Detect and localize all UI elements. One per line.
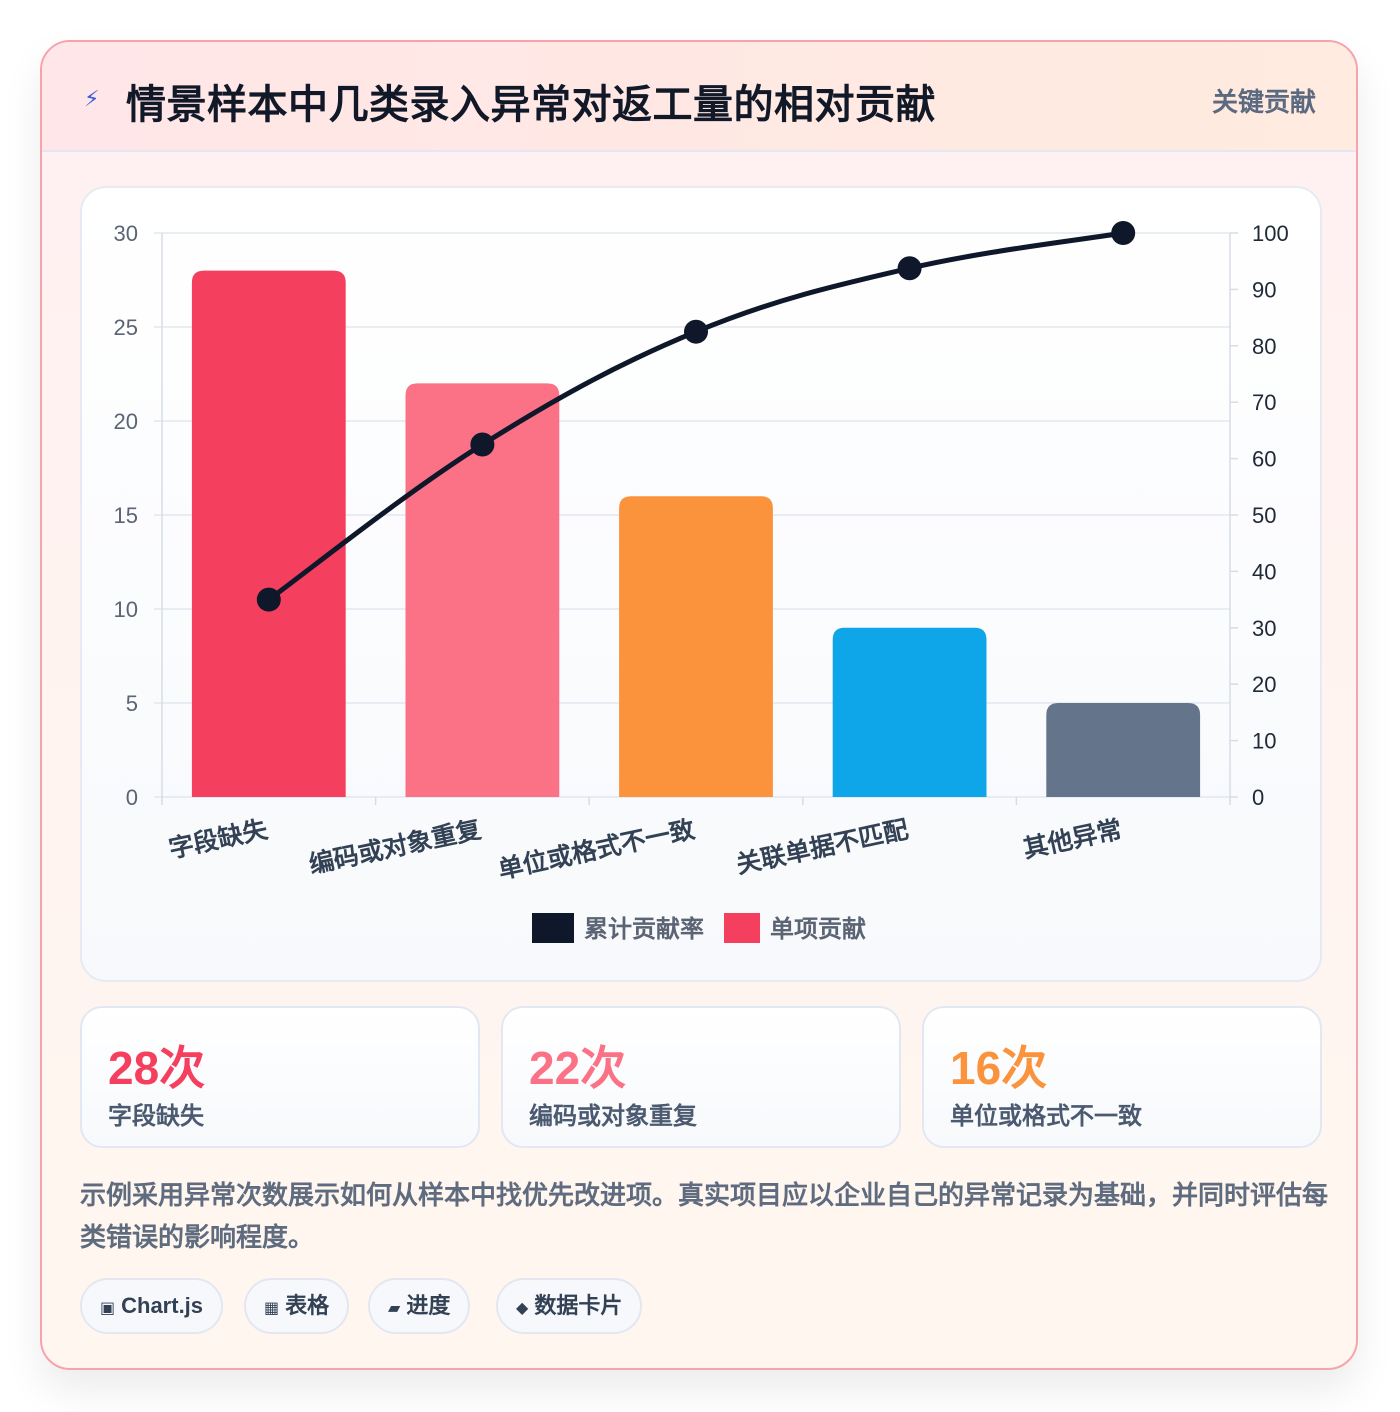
chip-label: Chart.js — [121, 1293, 204, 1318]
legend-swatch — [724, 913, 760, 943]
stat-label: 编码或对象重复 — [529, 1103, 697, 1130]
stat-card: 28次 字段缺失 — [80, 1006, 480, 1148]
header-tag: 关键贡献 — [1211, 87, 1316, 117]
bar — [619, 496, 773, 797]
cumulative-point — [1111, 221, 1136, 245]
y-tick-label: 20 — [114, 409, 138, 434]
bar — [191, 270, 346, 798]
y2-tick-label: 30 — [1252, 616, 1276, 641]
page-title: 情景样本中几类录入异常对返工量的相对贡献 — [126, 83, 936, 127]
progress-icon: ▰ — [388, 1300, 401, 1317]
card-header: ⚡ 情景样本中几类录入异常对返工量的相对贡献 关键贡献 — [42, 42, 1356, 152]
table-icon: ▦ — [264, 1300, 280, 1317]
y2-tick-label: 40 — [1252, 559, 1276, 584]
stat-value: 16次 — [950, 1042, 1048, 1094]
bar — [832, 627, 987, 797]
y2-tick-label: 70 — [1252, 390, 1276, 415]
stat-value: 28次 — [108, 1042, 206, 1094]
chip-label: 进度 — [406, 1293, 451, 1318]
bar — [405, 383, 560, 797]
lightning-icon: ⚡ — [84, 86, 100, 111]
cumulative-point — [256, 587, 281, 612]
legend-swatch — [532, 913, 574, 943]
chart-card: ⚡ 情景样本中几类录入异常对返工量的相对贡献 关键贡献 0 5 10 15 20 25 30… — [40, 40, 1358, 1370]
diamond-icon: ◆ — [516, 1300, 529, 1317]
stat-label: 字段缺失 — [108, 1103, 204, 1130]
y-tick-label: 30 — [114, 221, 138, 246]
y-tick-label: 0 — [126, 785, 138, 810]
cumulative-point — [897, 256, 922, 281]
chip-data-card[interactable]: ◆ 数据卡片 — [496, 1278, 643, 1334]
stat-label: 单位或格式不一致 — [950, 1103, 1142, 1130]
chip-label: 数据卡片 — [534, 1293, 623, 1318]
x-tick-label: 关联单据不匹配 — [734, 815, 911, 879]
stat-card: 22次 编码或对象重复 — [501, 1006, 901, 1148]
y2-tick-label: 20 — [1252, 672, 1276, 697]
y2-tick-label: 90 — [1252, 277, 1276, 302]
y2-tick-label: 100 — [1252, 221, 1289, 246]
description-text: 示例采用异常次数展示如何从样本中找优先改进项。真实项目应以企业自己的异常记录为基… — [80, 1180, 1329, 1252]
chip-progress[interactable]: ▰ 进度 — [368, 1278, 471, 1334]
y-tick-label: 15 — [114, 503, 138, 528]
chip-table[interactable]: ▦ 表格 — [244, 1278, 350, 1334]
stat-value: 22次 — [529, 1042, 627, 1094]
bar — [1046, 703, 1201, 797]
x-tick-label: 字段缺失 — [166, 814, 271, 863]
y2-tick-label: 10 — [1252, 729, 1276, 754]
chart-container: 0 5 10 15 20 25 30 0 10 20 30 40 50 60 70 80 90 100 字段缺失 编码… — [80, 186, 1322, 982]
y2-tick-label: 0 — [1252, 785, 1264, 810]
y2-tick-label: 60 — [1252, 447, 1276, 472]
y2-tick-label: 50 — [1252, 503, 1276, 528]
y-tick-label: 5 — [126, 691, 138, 716]
y-tick-label: 25 — [114, 315, 138, 340]
y-tick-label: 10 — [114, 597, 138, 622]
y2-tick-label: 80 — [1252, 334, 1276, 359]
legend-label: 单项贡献 — [770, 916, 866, 943]
x-tick-label: 其他异常 — [1021, 815, 1125, 864]
x-tick-label: 单位或格式不一致 — [496, 814, 699, 884]
legend-label: 累计贡献率 — [584, 915, 704, 943]
stat-card: 16次 单位或格式不一致 — [922, 1006, 1322, 1148]
pareto-chart: 0 5 10 15 20 25 30 0 10 20 30 40 50 60 70 80 90 100 字段缺失 编码… — [114, 221, 1289, 943]
chip-chartjs[interactable]: ▣ Chart.js — [80, 1278, 224, 1334]
chip-label: 表格 — [285, 1293, 330, 1318]
cumulative-point — [470, 432, 495, 457]
chart-icon: ▣ — [100, 1300, 116, 1317]
cumulative-point — [684, 319, 708, 344]
x-tick-label: 编码或对象重复 — [306, 814, 484, 879]
